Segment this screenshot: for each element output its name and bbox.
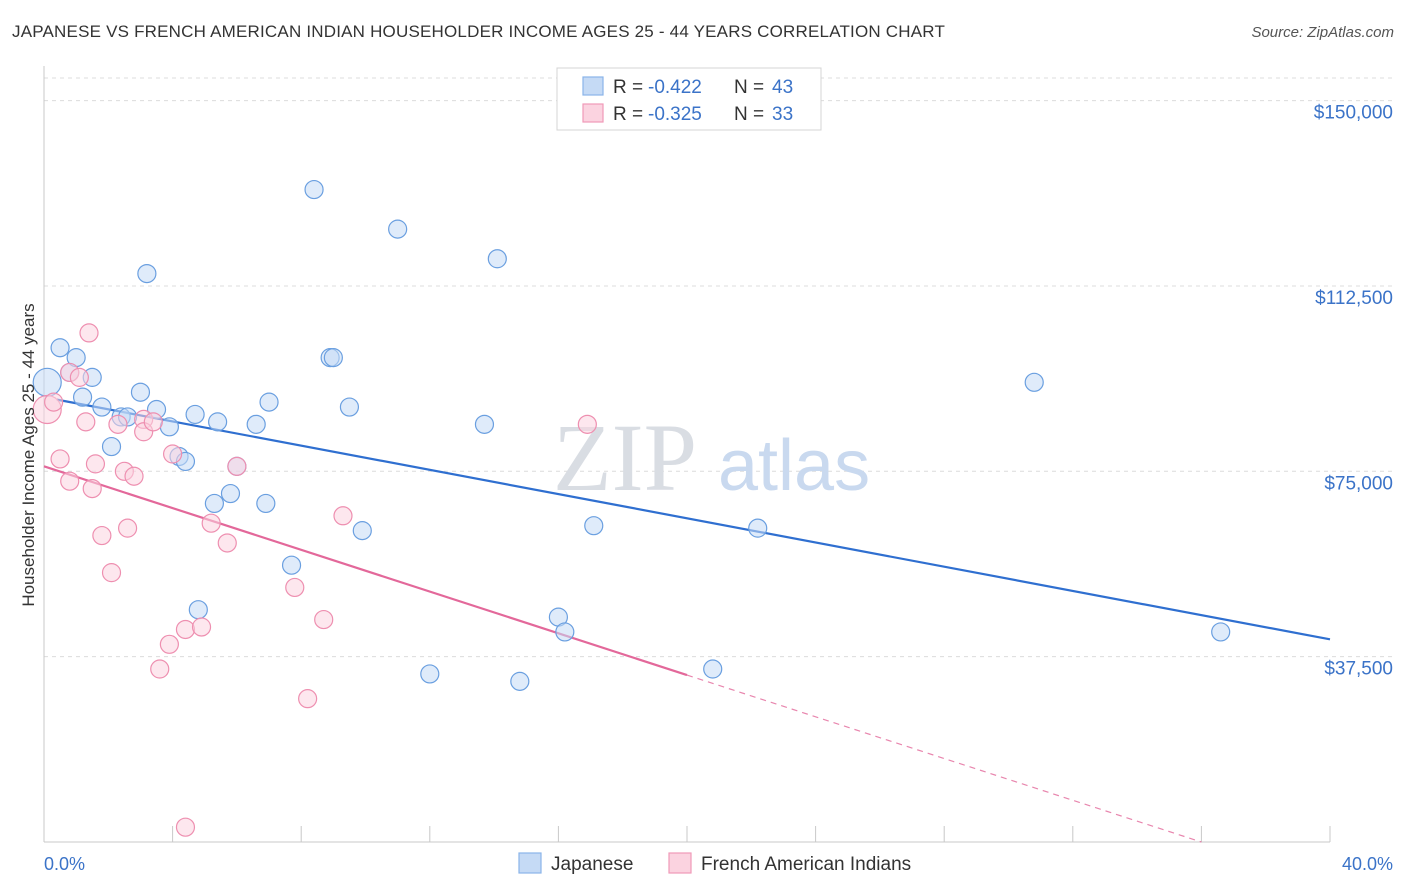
japanese-point xyxy=(352,521,372,541)
japanese-point xyxy=(256,493,276,514)
y-tick-label: $150,000 xyxy=(1314,103,1393,124)
japanese-point xyxy=(420,664,440,684)
legend-r-value-japanese: -0.422 xyxy=(648,77,702,98)
x-tick-labels: 0.0% 40.0% xyxy=(44,854,1393,874)
legend-n-value-french: 33 xyxy=(772,104,793,125)
bottom-legend-swatch-french-american-indians xyxy=(668,852,692,874)
japanese-point xyxy=(1211,622,1231,642)
french-american-indian-point xyxy=(92,525,112,546)
japanese-point xyxy=(204,493,224,514)
french-american-indian-point xyxy=(314,609,334,630)
trend-lines xyxy=(43,398,1331,843)
french-american-indian-point xyxy=(217,533,237,553)
y-tick-label: $112,500 xyxy=(1315,288,1393,309)
trend-line-extension-1 xyxy=(686,674,1202,843)
legend-swatch-french-american-indians xyxy=(582,103,604,123)
trend-line-0 xyxy=(56,398,1331,641)
japanese-point xyxy=(703,659,723,679)
y-tick-labels: $37,500 $75,000 $112,500 $150,000 xyxy=(1314,103,1393,680)
legend-swatch-japanese xyxy=(582,76,604,96)
x-tick-label-min: 0.0% xyxy=(44,854,85,874)
japanese-point xyxy=(259,392,279,412)
japanese-point xyxy=(220,483,241,504)
french-american-indian-point xyxy=(108,414,128,434)
japanese-point xyxy=(72,387,93,407)
french-american-indian-point xyxy=(79,323,99,343)
french-american-indian-point xyxy=(577,414,597,434)
japanese-point xyxy=(555,622,575,642)
french-american-indian-point xyxy=(175,619,196,640)
japanese-point xyxy=(281,555,302,575)
y-tick-label: $37,500 xyxy=(1324,659,1393,680)
bottom-legend-swatch-japanese xyxy=(518,852,542,874)
chart-title: JAPANESE VS FRENCH AMERICAN INDIAN HOUSE… xyxy=(12,22,946,41)
french-american-indian-point xyxy=(101,563,122,583)
legend-r-label-japanese: R = xyxy=(613,77,643,98)
y-axis-label: Householder Income Ages 25 - 44 years xyxy=(19,303,38,606)
japanese-point xyxy=(246,414,266,434)
french-american-indian-point xyxy=(159,634,179,654)
french-american-indian-point xyxy=(175,817,196,837)
japanese-point xyxy=(137,263,157,284)
axes xyxy=(43,66,1331,843)
french-american-indian-point xyxy=(227,456,247,476)
french-american-indian-point xyxy=(150,659,170,679)
japanese-point xyxy=(748,518,768,538)
bottom-legend-label-french-american-indians: French American Indians xyxy=(701,854,911,875)
french-american-indian-point xyxy=(298,689,318,709)
japanese-point xyxy=(1024,372,1044,392)
japanese-point xyxy=(185,404,205,425)
french-american-indian-point xyxy=(117,518,138,538)
japanese-point xyxy=(584,516,604,536)
legend-n-label-japanese: N = xyxy=(734,77,764,98)
data-points xyxy=(32,179,1231,837)
chart-source: Source: ZipAtlas.com xyxy=(1251,24,1394,41)
watermark-atlas: atlas xyxy=(718,426,870,506)
watermark-zip: ZIP xyxy=(553,404,697,511)
bottom-legend-label-japanese: Japanese xyxy=(551,854,633,875)
french-american-indian-point xyxy=(60,471,80,491)
japanese-point xyxy=(339,397,360,417)
japanese-point xyxy=(208,412,228,432)
watermark: ZIP atlas xyxy=(553,404,870,511)
x-tick-label-max: 40.0% xyxy=(1342,854,1393,874)
y-tick-label: $75,000 xyxy=(1324,473,1393,494)
french-american-indian-point xyxy=(76,412,96,432)
japanese-point xyxy=(323,348,343,368)
legend-n-value-japanese: 43 xyxy=(772,77,793,98)
legend: R = -0.422 N = 43 R = -0.325 N = 33 xyxy=(556,67,822,131)
japanese-point xyxy=(130,382,151,402)
japanese-point xyxy=(50,338,70,358)
japanese-point xyxy=(487,249,507,269)
french-american-indian-point xyxy=(44,392,64,412)
french-american-indian-point xyxy=(163,444,183,464)
gridlines xyxy=(44,77,1395,658)
french-american-indian-point xyxy=(69,367,89,387)
trend-line-1 xyxy=(43,465,688,677)
french-american-indian-point xyxy=(85,454,106,474)
french-american-indian-point xyxy=(333,506,353,526)
japanese-point xyxy=(159,417,179,437)
japanese-point xyxy=(92,397,112,417)
french-american-indian-point xyxy=(82,478,102,499)
french-american-indian-point xyxy=(50,449,70,469)
legend-r-value-french: -0.325 xyxy=(648,104,702,125)
bottom-legend: Japanese French American Indians xyxy=(518,852,911,875)
legend-n-label-french: N = xyxy=(734,104,764,125)
french-american-indian-point xyxy=(285,577,305,598)
french-american-indian-point xyxy=(191,617,212,637)
japanese-point xyxy=(101,436,122,457)
japanese-point xyxy=(304,179,324,200)
japanese-point xyxy=(474,414,495,434)
japanese-point xyxy=(510,671,530,691)
french-american-indian-point xyxy=(143,412,163,432)
french-american-indian-point xyxy=(201,513,221,533)
legend-r-label-french: R = xyxy=(613,104,643,125)
french-american-indian-point xyxy=(124,466,144,486)
japanese-point xyxy=(188,600,208,620)
japanese-point xyxy=(388,219,408,239)
